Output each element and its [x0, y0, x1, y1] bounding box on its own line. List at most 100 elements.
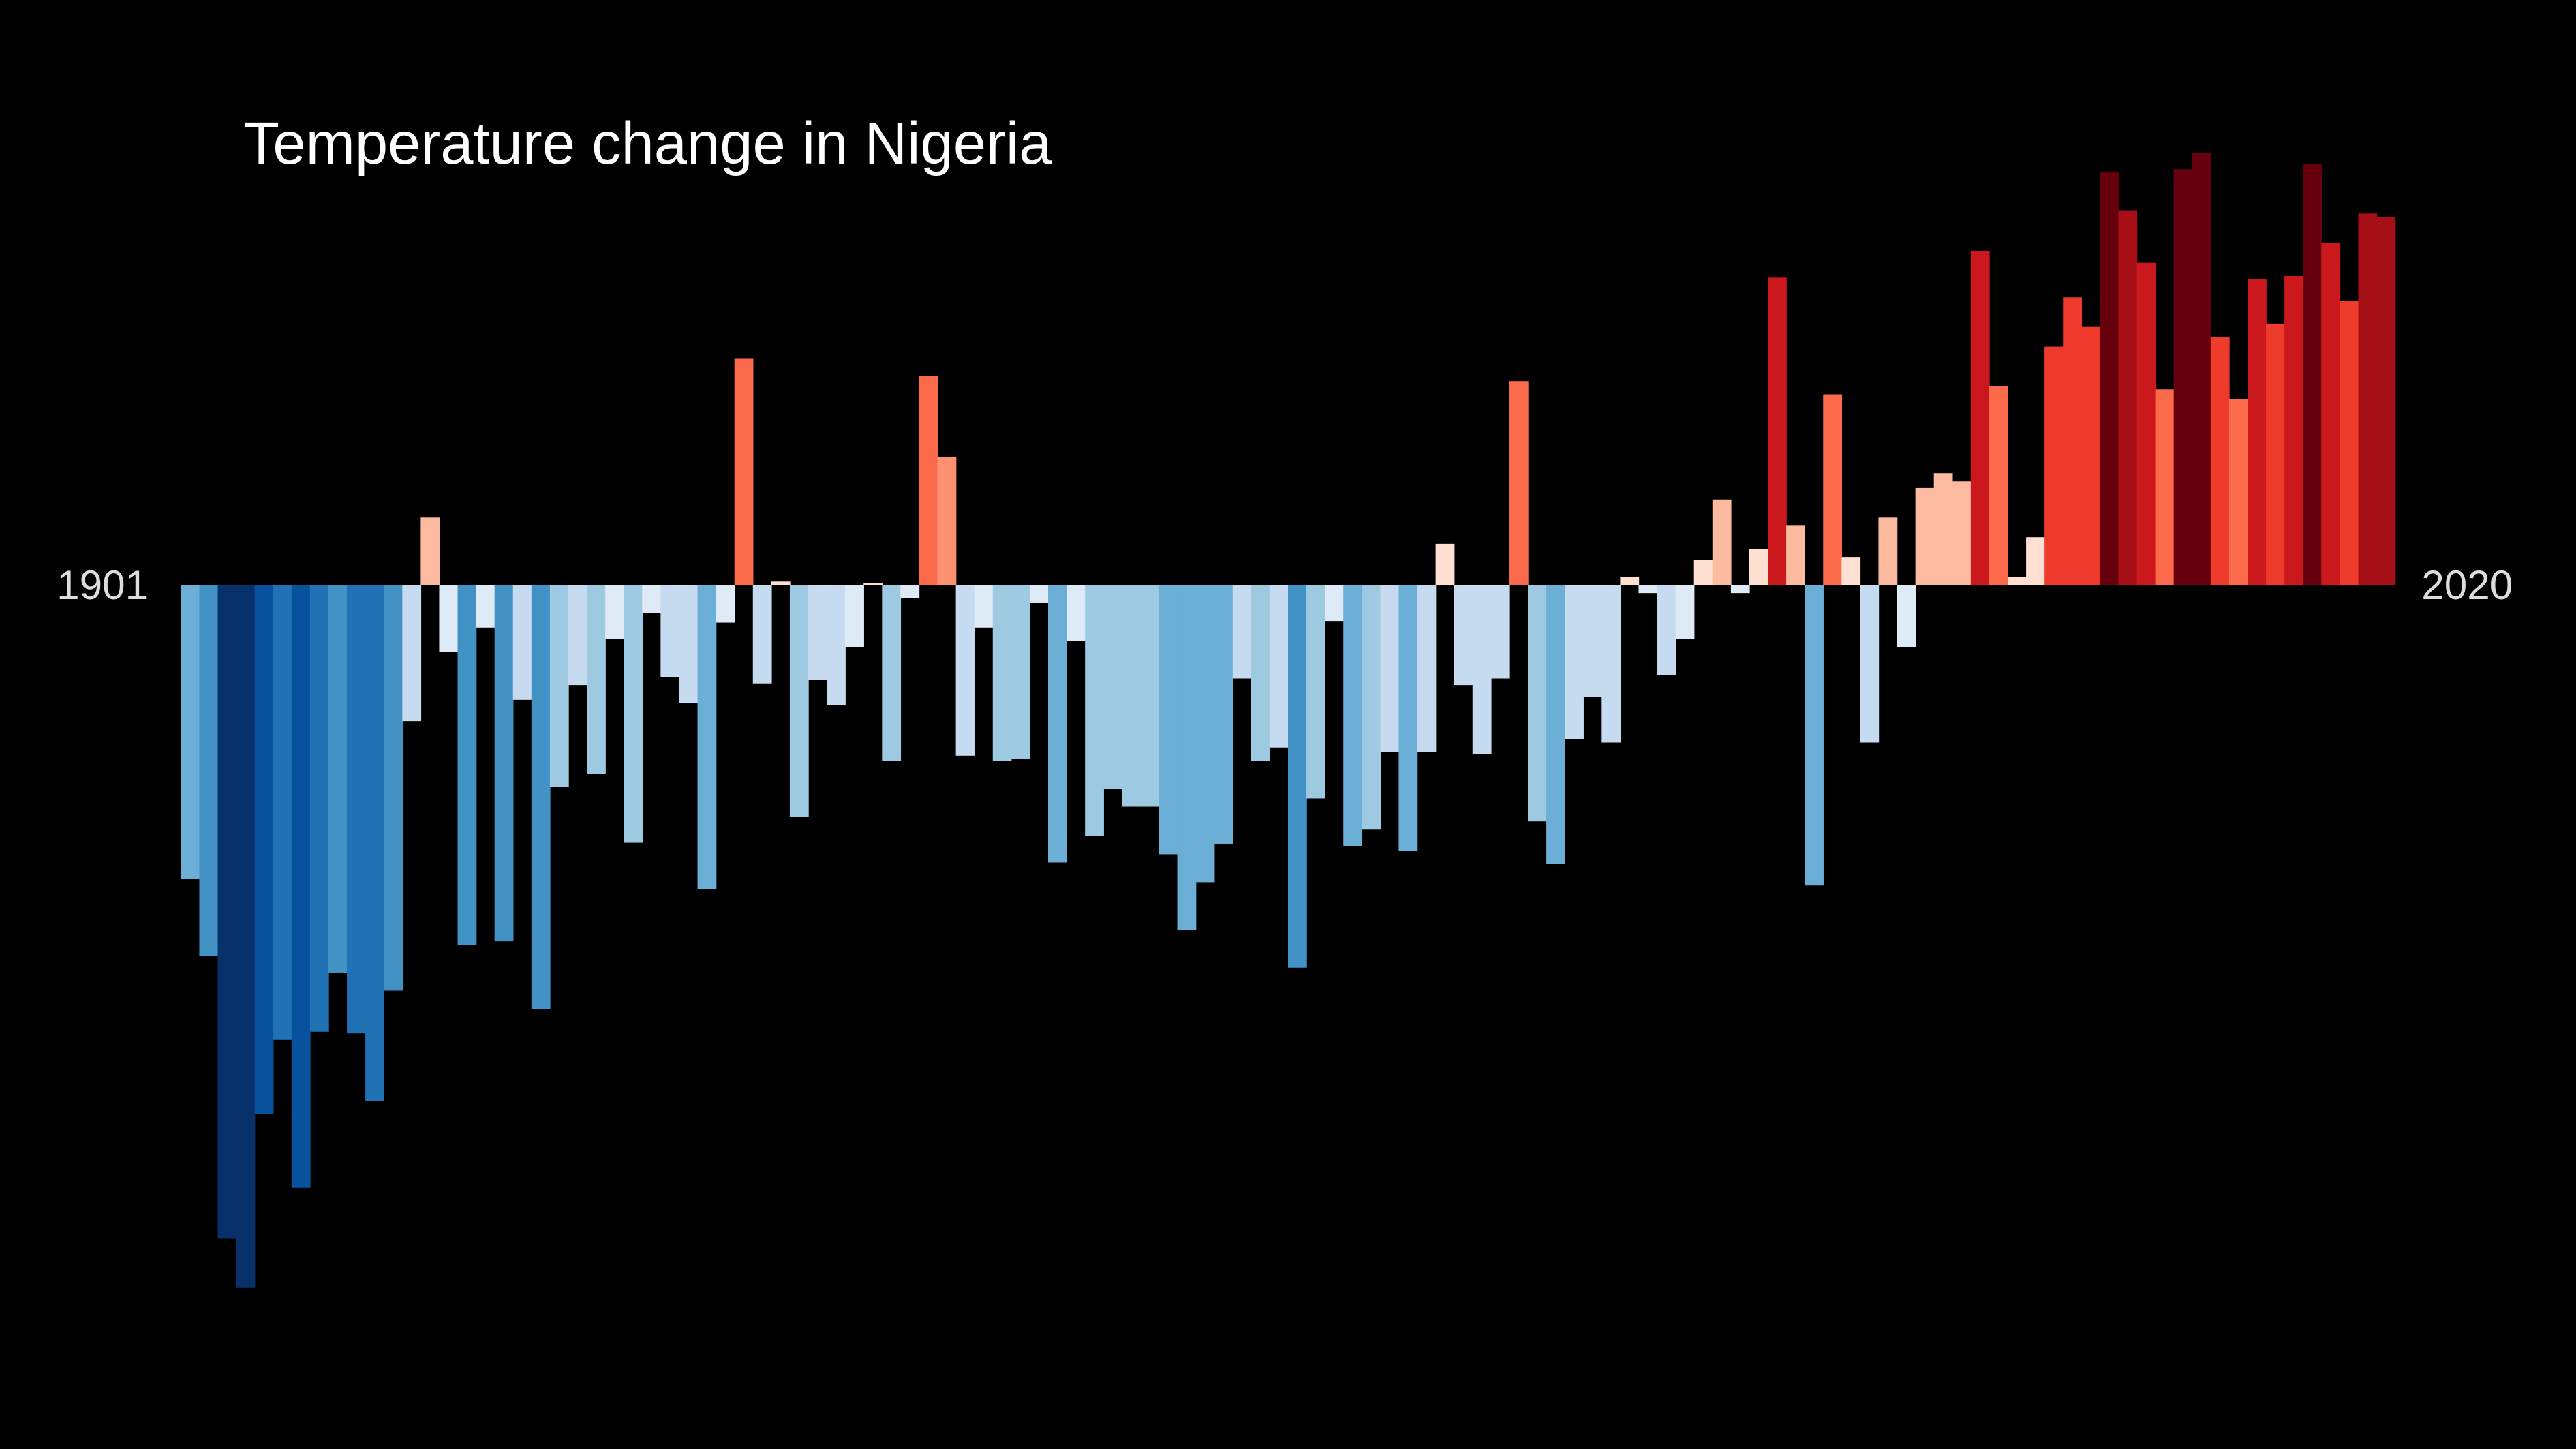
bar [1933, 473, 1953, 585]
bar [2358, 213, 2378, 585]
bar [1269, 585, 1289, 748]
bar [827, 585, 846, 705]
bar [808, 585, 827, 680]
bar [1620, 577, 1640, 585]
bar [568, 585, 587, 686]
bar [1509, 381, 1529, 585]
bar [1085, 585, 1104, 836]
bar [1325, 585, 1344, 622]
bar [882, 585, 902, 761]
bar [1380, 585, 1400, 752]
bar [660, 585, 680, 677]
bar [1417, 585, 1437, 752]
bar [2248, 279, 2267, 585]
bar [1712, 499, 1732, 585]
bar [2192, 153, 2211, 585]
bar [1362, 585, 1381, 830]
bar [1970, 251, 1990, 585]
bar [1214, 585, 1233, 844]
bar [900, 585, 920, 598]
bar [955, 585, 975, 756]
bar [1454, 585, 1473, 686]
bar [1140, 585, 1160, 807]
bar [2284, 275, 2303, 585]
bar [789, 585, 809, 817]
bar [1011, 585, 1030, 759]
bar [1343, 585, 1363, 846]
bar [512, 585, 532, 700]
bar [1860, 585, 1880, 743]
bar [1805, 585, 1824, 886]
bar [752, 585, 772, 684]
bar [1232, 585, 1252, 679]
bar [1047, 585, 1067, 863]
bar [1177, 585, 1197, 930]
bar [2210, 337, 2230, 585]
bar [2155, 389, 2175, 585]
bar [199, 585, 219, 956]
end-year-label: 2020 [2421, 562, 2513, 608]
chart-title: Temperature change in Nigeria [243, 110, 1052, 177]
bar [531, 585, 551, 1009]
bar [1251, 585, 1270, 761]
bar [2044, 346, 2064, 585]
bar [992, 585, 1012, 761]
bar [1159, 585, 1178, 855]
bar [1195, 585, 1215, 883]
bar [2136, 262, 2156, 585]
bar [309, 585, 329, 1032]
bar [2321, 243, 2341, 585]
bar [2063, 297, 2083, 585]
bar [2228, 399, 2248, 585]
bar [1786, 525, 1805, 585]
bar [1565, 585, 1584, 739]
bar [2008, 577, 2027, 585]
bar [1288, 585, 1307, 968]
bar [236, 585, 256, 1288]
bar [919, 376, 938, 585]
bar [1398, 585, 1418, 851]
bar [587, 585, 606, 774]
bar [2100, 172, 2119, 585]
bar [1103, 585, 1123, 789]
bar [1528, 585, 1547, 822]
bar [1067, 585, 1086, 641]
bar [1546, 585, 1565, 864]
bar [328, 585, 348, 973]
bar [2026, 537, 2045, 585]
bar [1472, 585, 1492, 754]
bar [2266, 323, 2285, 585]
bar [1989, 386, 2008, 585]
bar [476, 585, 495, 628]
bar [2081, 326, 2101, 585]
bar [2340, 301, 2359, 585]
bar [1657, 585, 1676, 675]
bar [2303, 164, 2322, 585]
bar [273, 585, 292, 1040]
bar [1897, 585, 1916, 647]
bar [457, 585, 477, 945]
bar [845, 585, 864, 647]
bar [1915, 487, 1935, 585]
bar [365, 585, 384, 1101]
bar [1730, 585, 1750, 594]
bar [679, 585, 699, 703]
bar [1675, 585, 1695, 639]
bar [2376, 217, 2396, 585]
bar [771, 581, 791, 585]
bar [2118, 210, 2138, 585]
bar [384, 585, 403, 991]
bar [734, 358, 754, 585]
bar [1306, 585, 1325, 799]
bar [1749, 549, 1768, 585]
bar [605, 585, 624, 639]
bar [937, 457, 957, 585]
bar [254, 585, 274, 1114]
bar [549, 585, 569, 787]
bar [1823, 394, 1843, 585]
bar [1638, 585, 1658, 594]
bar [974, 585, 994, 628]
bar [1122, 585, 1141, 807]
bar [1878, 517, 1898, 585]
